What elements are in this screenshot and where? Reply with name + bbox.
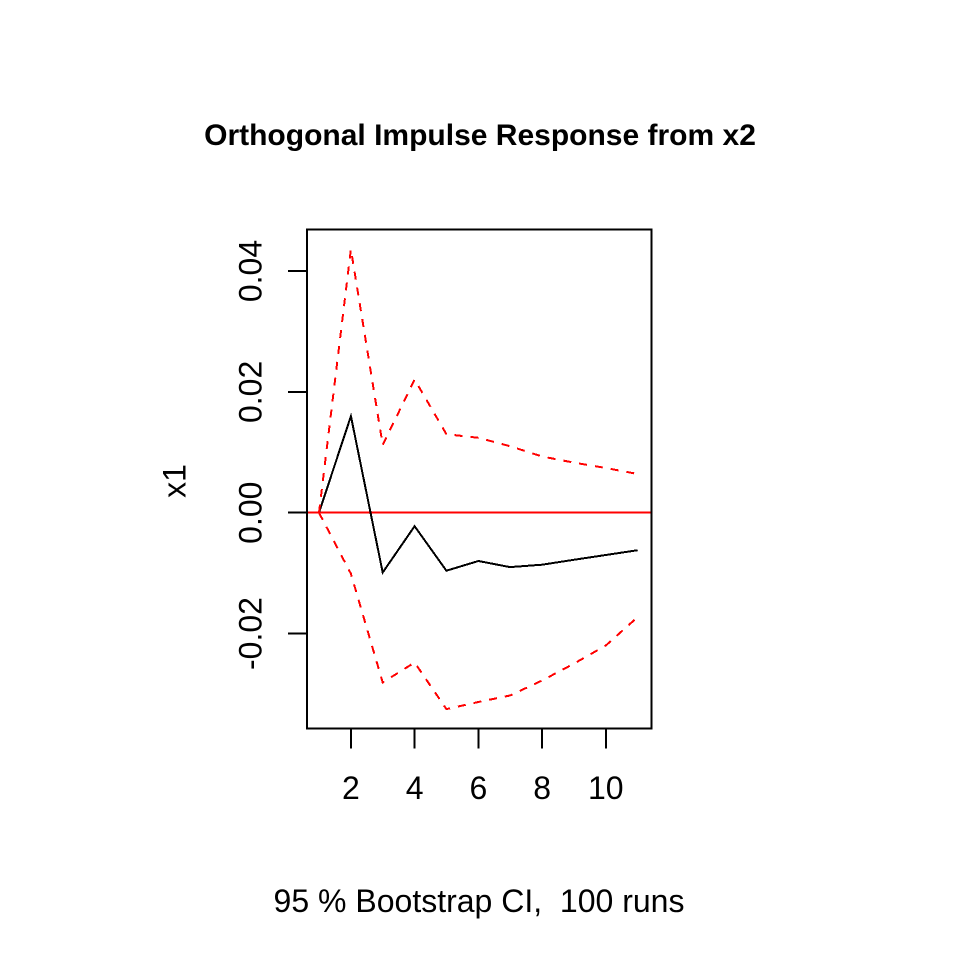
svg-text:0.04: 0.04	[233, 240, 269, 302]
svg-text:95 % Bootstrap CI, 100 runs: 95 % Bootstrap CI, 100 runs	[274, 883, 685, 919]
svg-text:0.00: 0.00	[233, 482, 269, 544]
svg-text:4: 4	[406, 770, 424, 806]
svg-text:0.02: 0.02	[233, 361, 269, 423]
svg-text:10: 10	[588, 770, 624, 806]
svg-text:x1: x1	[157, 464, 193, 498]
svg-text:Orthogonal Impulse Response fr: Orthogonal Impulse Response from x2	[204, 119, 756, 152]
svg-text:6: 6	[470, 770, 488, 806]
svg-text:2: 2	[342, 770, 360, 806]
svg-text:-0.02: -0.02	[233, 597, 269, 670]
svg-text:8: 8	[533, 770, 551, 806]
